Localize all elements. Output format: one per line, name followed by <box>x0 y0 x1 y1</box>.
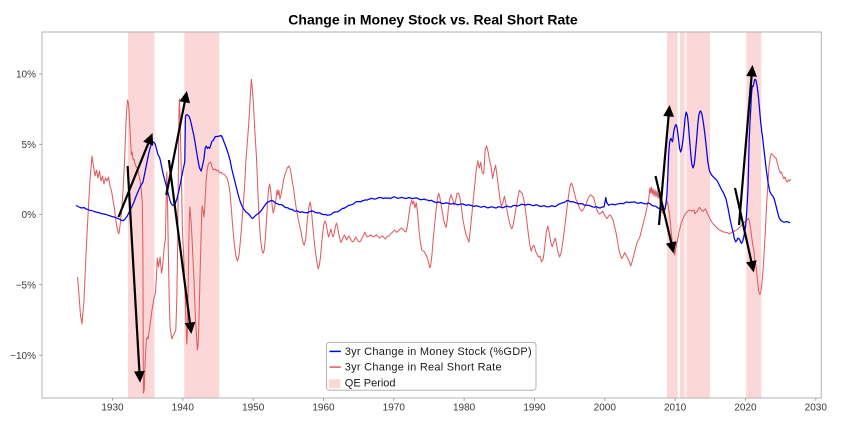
svg-text:−10%: −10% <box>10 351 36 362</box>
svg-text:QE Period: QE Period <box>345 377 396 389</box>
svg-text:−5%: −5% <box>16 280 36 291</box>
svg-text:1930: 1930 <box>101 402 124 413</box>
svg-text:1970: 1970 <box>383 402 406 413</box>
svg-text:3yr Change in Real Short Rate: 3yr Change in Real Short Rate <box>345 362 502 374</box>
svg-text:5%: 5% <box>22 140 37 151</box>
svg-text:1960: 1960 <box>312 402 335 413</box>
svg-text:2010: 2010 <box>664 402 687 413</box>
svg-text:2030: 2030 <box>805 402 828 413</box>
svg-text:1950: 1950 <box>242 402 265 413</box>
svg-text:0%: 0% <box>22 210 37 221</box>
svg-text:1940: 1940 <box>172 402 195 413</box>
svg-text:1980: 1980 <box>453 402 476 413</box>
svg-text:1990: 1990 <box>523 402 546 413</box>
svg-text:Change in Money Stock vs. Real: Change in Money Stock vs. Real Short Rat… <box>288 12 578 28</box>
svg-text:10%: 10% <box>16 70 36 81</box>
svg-text:3yr Change in Money Stock (%GD: 3yr Change in Money Stock (%GDP) <box>345 346 532 358</box>
svg-text:2020: 2020 <box>734 402 757 413</box>
svg-text:2000: 2000 <box>594 402 617 413</box>
